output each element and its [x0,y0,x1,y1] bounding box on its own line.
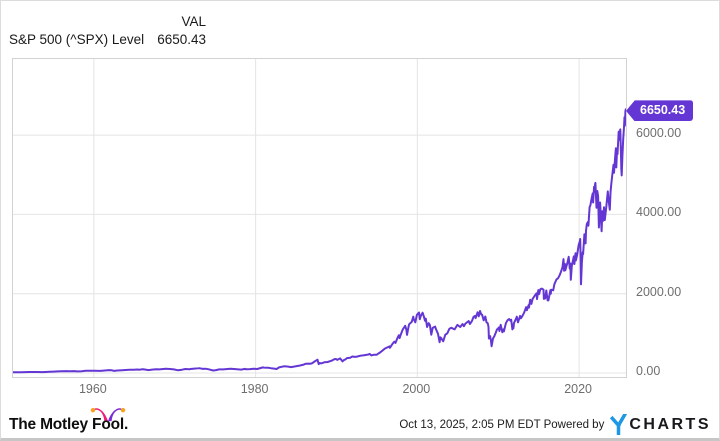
series-title: S&P 500 (^SPX) Level [9,32,145,47]
x-tick-label: 1960 [78,382,107,396]
chart-canvas [13,59,626,377]
price-line [13,108,626,374]
ycharts-logo: CHARTS [610,414,711,435]
gridlines [13,59,626,377]
y-tick-label: 4000.00 [636,205,682,220]
y-tick-label: 2000.00 [636,284,682,299]
plot-area[interactable] [12,58,627,378]
ycharts-y-icon [610,414,628,435]
jester-hat-icon [90,408,126,422]
x-tick-label: 2020 [564,382,592,396]
ycharts-wordmark: CHARTS [629,415,711,433]
y-tick-label: 0.00 [636,364,661,378]
timestamp: Oct 13, 2025, 2:05 PM EDT Powered by [399,418,605,431]
last-price-flag: 6650.43 [626,100,694,122]
y-tick-label: 6000.00 [636,126,682,141]
val-column-header: VAL [181,14,206,29]
motley-fool-wordmark: The Motley Fool. [9,416,129,433]
series-current-value: 6650.43 [157,32,206,47]
footer-attribution: Oct 13, 2025, 2:05 PM EDT Powered by CHA… [399,414,711,435]
x-tick-label: 1980 [240,382,269,396]
x-tick-label: 2000 [402,382,431,396]
last-price-flag-value: 6650.43 [640,103,686,118]
powered-by-label: Powered by [543,418,605,431]
